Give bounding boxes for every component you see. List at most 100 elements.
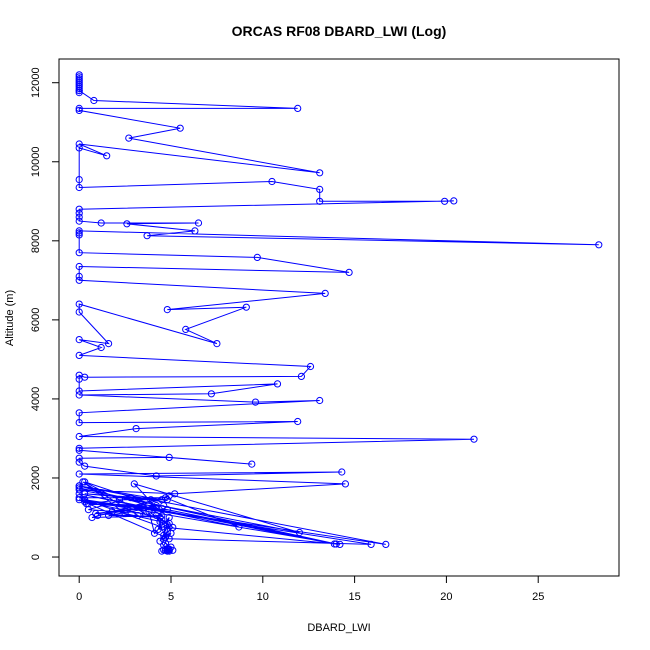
data-point bbox=[75, 176, 83, 184]
data-point bbox=[139, 504, 148, 512]
data-point bbox=[108, 508, 116, 516]
data-point bbox=[268, 177, 276, 186]
data-point bbox=[79, 478, 87, 486]
x-tick-label: 0 bbox=[76, 591, 82, 603]
x-tick-label: 15 bbox=[348, 591, 360, 603]
data-point bbox=[207, 390, 215, 398]
data-point bbox=[248, 460, 256, 468]
data-point bbox=[75, 144, 83, 152]
x-tick-label: 5 bbox=[168, 591, 174, 603]
data-point bbox=[75, 276, 83, 284]
data-point bbox=[163, 506, 171, 514]
data-point bbox=[382, 540, 390, 549]
data-point bbox=[450, 197, 458, 205]
data-point bbox=[75, 446, 83, 454]
data-point bbox=[75, 183, 83, 192]
y-axis: 0 2000 4000 6000 8000 10000 12000 bbox=[30, 67, 60, 560]
y-tick-label: 0 bbox=[30, 554, 42, 560]
data-point bbox=[163, 527, 171, 535]
data-point bbox=[273, 380, 282, 388]
data-point bbox=[158, 547, 166, 555]
data-point bbox=[75, 444, 83, 452]
data-point bbox=[75, 231, 83, 239]
data-point bbox=[316, 396, 324, 405]
data-point bbox=[332, 540, 340, 548]
data-point bbox=[595, 241, 603, 249]
data-point bbox=[321, 289, 329, 297]
plot-area bbox=[75, 71, 603, 555]
data-point bbox=[367, 540, 375, 549]
data-point bbox=[441, 197, 449, 205]
data-point bbox=[336, 540, 344, 549]
data-point bbox=[134, 511, 142, 520]
data-point bbox=[75, 375, 83, 383]
data-point bbox=[75, 85, 83, 93]
data-point bbox=[152, 511, 160, 520]
data-point bbox=[121, 509, 129, 518]
data-point bbox=[75, 213, 83, 221]
data-point bbox=[75, 484, 83, 492]
y-tick-label: 10000 bbox=[30, 146, 42, 177]
data-point bbox=[316, 197, 324, 205]
data-point bbox=[253, 253, 261, 261]
data-point bbox=[161, 494, 170, 502]
data-point bbox=[158, 515, 166, 524]
data-point bbox=[75, 336, 83, 344]
data-point bbox=[345, 268, 353, 276]
data-point bbox=[92, 509, 100, 518]
data-point bbox=[160, 531, 168, 539]
data-point bbox=[316, 185, 324, 193]
data-point bbox=[167, 529, 175, 537]
data-point bbox=[75, 209, 83, 217]
data-point bbox=[75, 371, 83, 379]
data-point bbox=[213, 340, 221, 348]
data-point bbox=[75, 486, 83, 494]
data-point bbox=[75, 409, 83, 417]
data-point bbox=[75, 432, 83, 441]
data-point bbox=[105, 511, 113, 520]
data-point bbox=[165, 545, 173, 553]
data-point bbox=[165, 547, 173, 555]
data-point bbox=[75, 458, 83, 466]
data-point bbox=[160, 502, 168, 510]
data-point bbox=[75, 391, 83, 399]
data-point bbox=[147, 496, 155, 504]
data-point bbox=[294, 104, 302, 113]
data-point bbox=[82, 500, 91, 508]
data-point bbox=[297, 372, 305, 380]
data-point bbox=[306, 362, 315, 371]
x-tick-label: 10 bbox=[257, 591, 269, 603]
data-point bbox=[163, 306, 171, 314]
y-tick-label: 4000 bbox=[30, 387, 42, 411]
data-point bbox=[75, 262, 83, 271]
data-point bbox=[316, 169, 324, 177]
data-point bbox=[235, 523, 243, 531]
data-point bbox=[75, 494, 83, 502]
data-point bbox=[294, 417, 302, 426]
data-point bbox=[75, 229, 83, 237]
data-point bbox=[75, 272, 83, 280]
y-tick-label: 12000 bbox=[30, 67, 42, 98]
data-point bbox=[75, 227, 83, 235]
data-point bbox=[127, 494, 135, 502]
data-point bbox=[88, 513, 96, 522]
data-point bbox=[75, 89, 83, 97]
data-point bbox=[90, 96, 98, 105]
x-tick-label: 20 bbox=[440, 591, 452, 603]
data-point bbox=[338, 468, 346, 476]
data-point bbox=[75, 419, 83, 427]
data-point bbox=[251, 398, 260, 406]
data-point bbox=[152, 502, 160, 510]
y-axis-label: Altitude (m) bbox=[4, 290, 16, 346]
data-point bbox=[341, 480, 349, 488]
x-tick-label: 25 bbox=[532, 591, 544, 603]
data-point bbox=[75, 351, 83, 359]
data-point bbox=[132, 425, 140, 433]
data-point bbox=[470, 435, 478, 443]
data-point bbox=[75, 104, 83, 113]
data-point bbox=[75, 454, 83, 462]
data-point bbox=[81, 462, 89, 470]
data-point bbox=[145, 508, 153, 516]
data-point bbox=[75, 308, 83, 316]
